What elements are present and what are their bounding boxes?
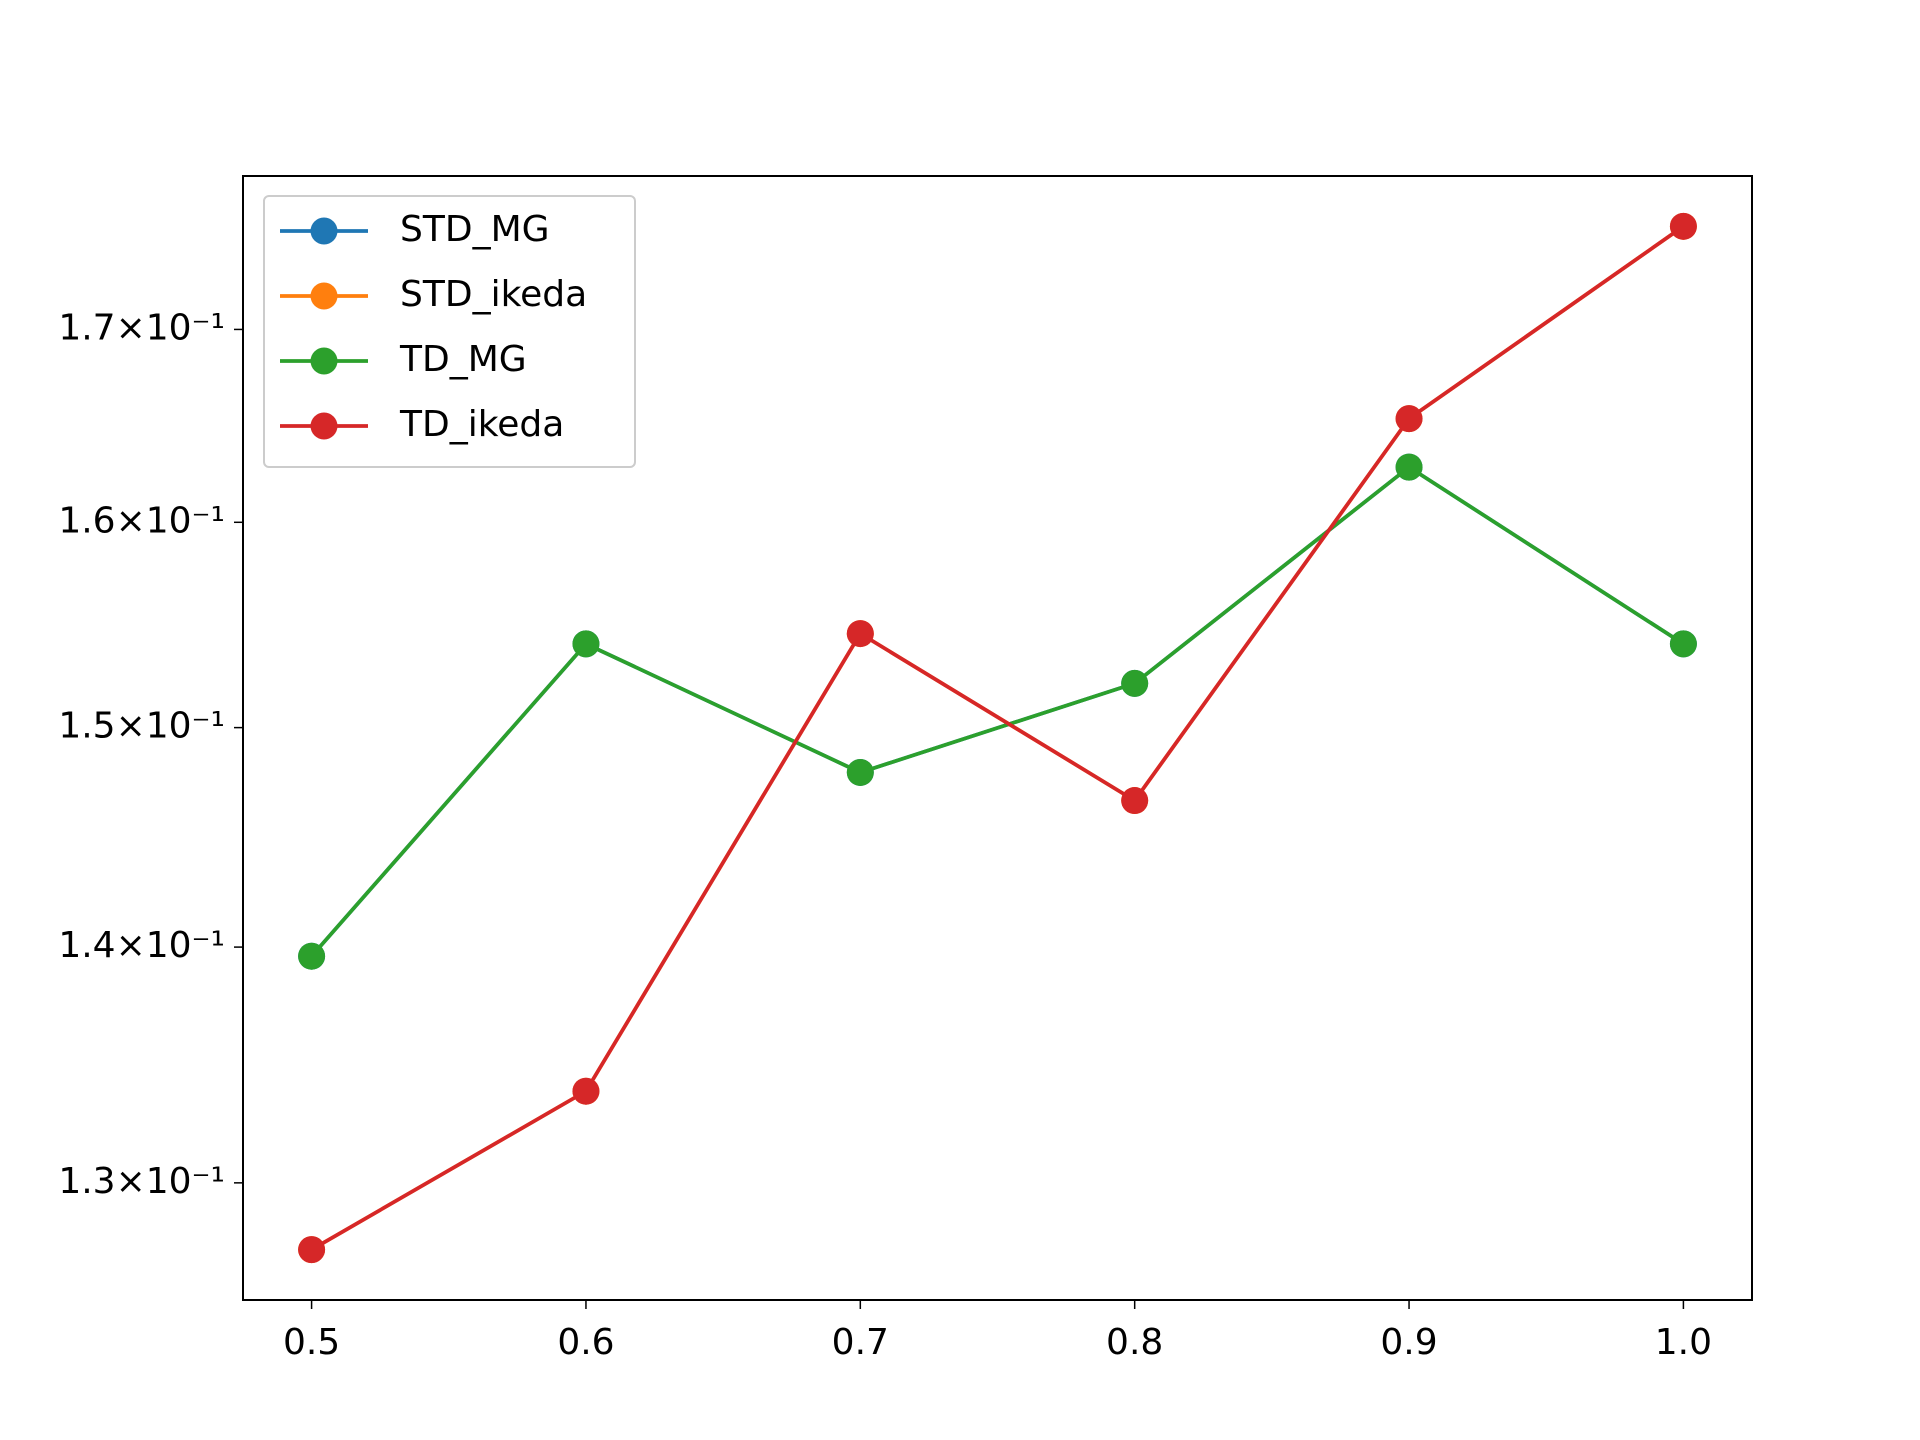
data-point bbox=[1121, 669, 1149, 697]
legend-marker bbox=[310, 217, 338, 245]
x-tick-label: 1.0 bbox=[1655, 1322, 1712, 1363]
legend-marker bbox=[310, 347, 338, 375]
x-tick-label: 0.7 bbox=[832, 1322, 889, 1363]
data-point bbox=[298, 1236, 326, 1264]
legend: STD_MG STD_ikeda TD_MG TD_ikeda bbox=[263, 195, 636, 468]
data-point bbox=[1121, 787, 1149, 815]
data-point bbox=[846, 758, 874, 786]
data-point bbox=[1669, 630, 1697, 658]
legend-label: STD_MG bbox=[400, 209, 550, 250]
legend-label: TD_MG bbox=[399, 339, 527, 380]
x-tick-label: 0.5 bbox=[283, 1322, 340, 1363]
x-tick-label: 0.9 bbox=[1380, 1322, 1437, 1363]
y-tick-label: 1.5×10⁻¹ bbox=[58, 706, 225, 747]
y-tick-label: 1.7×10⁻¹ bbox=[58, 307, 225, 348]
data-point bbox=[1395, 405, 1423, 433]
y-tick-label: 1.3×10⁻¹ bbox=[58, 1161, 225, 1202]
plot-frame bbox=[242, 175, 1753, 1301]
x-tick-label: 0.8 bbox=[1106, 1322, 1163, 1363]
series-line bbox=[310, 464, 1685, 958]
legend-label: STD_ikeda bbox=[400, 274, 587, 315]
data-point bbox=[1395, 453, 1423, 481]
y-tick-label: 1.6×10⁻¹ bbox=[58, 500, 225, 541]
data-point bbox=[1669, 212, 1697, 240]
series-line bbox=[310, 224, 1685, 1252]
x-tick-label: 0.6 bbox=[557, 1322, 614, 1363]
legend-box bbox=[263, 195, 636, 468]
y-tick-label: 1.4×10⁻¹ bbox=[58, 925, 225, 966]
legend-label: TD_ikeda bbox=[399, 404, 564, 445]
data-point bbox=[298, 942, 326, 970]
data-point bbox=[572, 630, 600, 658]
legend-marker bbox=[310, 282, 338, 310]
data-point bbox=[846, 620, 874, 648]
legend-marker bbox=[310, 412, 338, 440]
data-point bbox=[572, 1077, 600, 1105]
